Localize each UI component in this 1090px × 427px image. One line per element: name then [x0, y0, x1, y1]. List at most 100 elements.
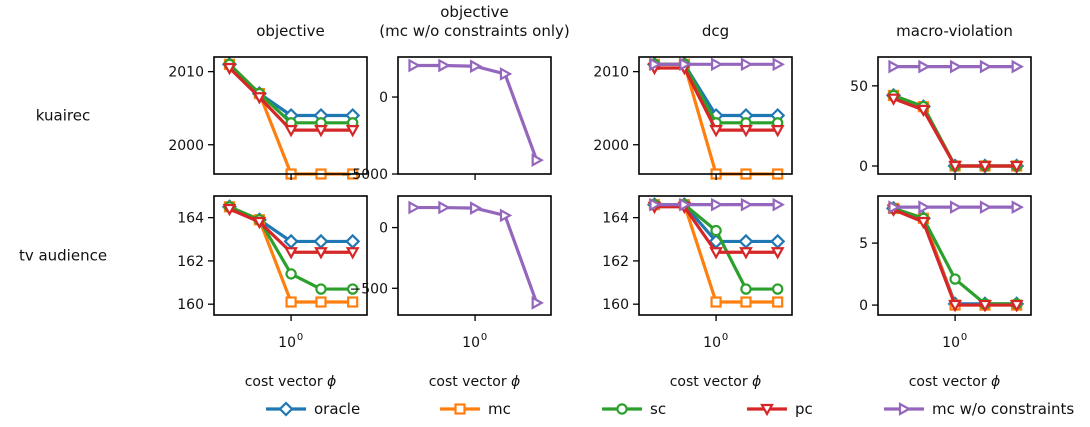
y-tick-label: 50: [850, 79, 868, 95]
data-point-mc: [740, 296, 752, 308]
series-line-pc: [892, 208, 1017, 307]
data-point-mc-w-o-constraints: [772, 197, 785, 212]
data-point-mc-w-o-constraints: [918, 200, 931, 215]
data-point-sc: [949, 273, 961, 285]
data-point-pc: [222, 62, 237, 76]
data-point-pc: [314, 125, 328, 138]
data-point-mc-w-o-constraints: [531, 153, 544, 168]
data-point-sc: [285, 268, 297, 280]
y-tick-label: 0: [859, 298, 868, 314]
data-point-pc: [709, 125, 723, 138]
legend-label: mc w/o constraints: [932, 400, 1074, 418]
series-mc-w-o-constraints: [888, 59, 1024, 74]
data-point-pc: [284, 125, 298, 138]
x-tick-exponent: 0: [722, 332, 728, 343]
series-line-oracle: [892, 206, 1017, 306]
series-pc: [222, 203, 360, 260]
panel-tv-audience-objective: 160 162 164 10 0 cost vector ϕ: [177, 195, 368, 390]
x-axis-label: cost vector ϕ: [429, 374, 521, 390]
y-tick-label: −5000: [341, 167, 388, 183]
data-point-mc-w-o-constraints: [438, 200, 451, 215]
legend-label: oracle: [314, 400, 360, 418]
data-point-mc-w-o-constraints: [499, 208, 513, 223]
series-pc: [222, 62, 360, 138]
x-axis-label: cost vector ϕ: [245, 374, 337, 390]
data-point-pc: [314, 247, 328, 260]
y-tick-label: 2010: [168, 65, 204, 81]
series-pc: [886, 204, 1024, 313]
y-tick-label: 2010: [593, 65, 629, 81]
series-line-oracle: [228, 63, 353, 118]
y-tick-label: 160: [177, 297, 204, 313]
data-point-pc: [252, 216, 267, 230]
x-tick-label: 10: [462, 335, 480, 351]
data-point-pc: [1009, 160, 1024, 174]
series-mc-w-o-constraints: [408, 200, 544, 310]
series-mc-w-o-constraints: [649, 197, 785, 212]
y-tick-label: −500: [350, 281, 388, 297]
data-point-oracle: [345, 233, 361, 249]
data-point-pc: [978, 160, 992, 174]
series-line-mc-w-o-constraints: [413, 63, 539, 161]
panel-tv-audience-dcg: 160 162 164 10 0 cost vector ϕ: [602, 195, 793, 390]
legend-marker-pc: [760, 403, 774, 417]
column-title-3-0: macro-violation: [896, 22, 1013, 40]
panel-kuairec-objective: 2000 2010: [168, 56, 368, 180]
data-point-mc-w-o-constraints: [1011, 200, 1024, 215]
row-label-tv-audience: tv audience: [19, 247, 107, 265]
legend-marker-mc: [454, 403, 466, 415]
y-tick-label: 164: [602, 211, 629, 227]
data-point-pc: [222, 203, 237, 217]
data-point-mc-w-o-constraints: [408, 200, 421, 215]
data-point-mc-w-o-constraints: [949, 59, 963, 74]
legend-item-mc: mc: [440, 400, 511, 418]
data-point-oracle: [738, 233, 754, 249]
x-tick-exponent: 0: [297, 332, 303, 343]
data-point-mc-w-o-constraints: [710, 57, 724, 72]
x-tick-label: 10: [703, 335, 721, 351]
data-point-mc-w-o-constraints: [888, 200, 901, 215]
data-point-pc: [739, 125, 753, 138]
series-mc-w-o-constraints: [888, 200, 1024, 215]
y-tick-label: 162: [177, 254, 204, 270]
series-sc: [887, 202, 1023, 310]
legend-item-pc: pc: [747, 400, 813, 418]
y-tick-label: 2000: [168, 138, 204, 154]
axes-frame: [877, 56, 1032, 175]
data-point-pc: [948, 160, 962, 174]
series-sc: [648, 58, 784, 129]
axes-frame: [397, 56, 552, 175]
series-pc: [886, 93, 1024, 174]
y-tick-label: 0: [379, 221, 388, 237]
data-point-mc: [315, 296, 327, 308]
data-point-pc: [770, 247, 785, 260]
data-point-pc: [345, 247, 360, 260]
data-point-mc-w-o-constraints: [469, 201, 483, 216]
y-tick-label: 5: [859, 236, 868, 252]
data-point-sc: [346, 283, 359, 295]
data-point-mc-w-o-constraints: [918, 59, 931, 74]
y-tick-label: 0: [859, 159, 868, 175]
series-line-sc: [892, 206, 1017, 306]
series-oracle: [221, 199, 361, 249]
series-oracle: [221, 56, 361, 124]
data-point-mc-w-o-constraints: [740, 57, 754, 72]
data-point-mc: [772, 296, 784, 308]
data-point-sc: [740, 283, 752, 295]
data-point-sc: [315, 283, 327, 295]
data-point-mc-w-o-constraints: [408, 58, 421, 73]
series-mc-w-o-constraints: [408, 58, 544, 168]
data-point-mc-w-o-constraints: [949, 200, 963, 215]
y-tick-label: 160: [602, 297, 629, 313]
data-point-sc: [710, 224, 722, 237]
x-tick-label: 10: [942, 335, 960, 351]
data-point-pc: [770, 125, 785, 138]
data-point-pc: [709, 247, 723, 260]
y-tick-label: 0: [379, 90, 388, 106]
data-point-mc: [710, 296, 722, 308]
series-line-oracle: [654, 62, 778, 118]
data-point-mc-w-o-constraints: [740, 197, 754, 212]
data-point-pc: [978, 299, 992, 313]
